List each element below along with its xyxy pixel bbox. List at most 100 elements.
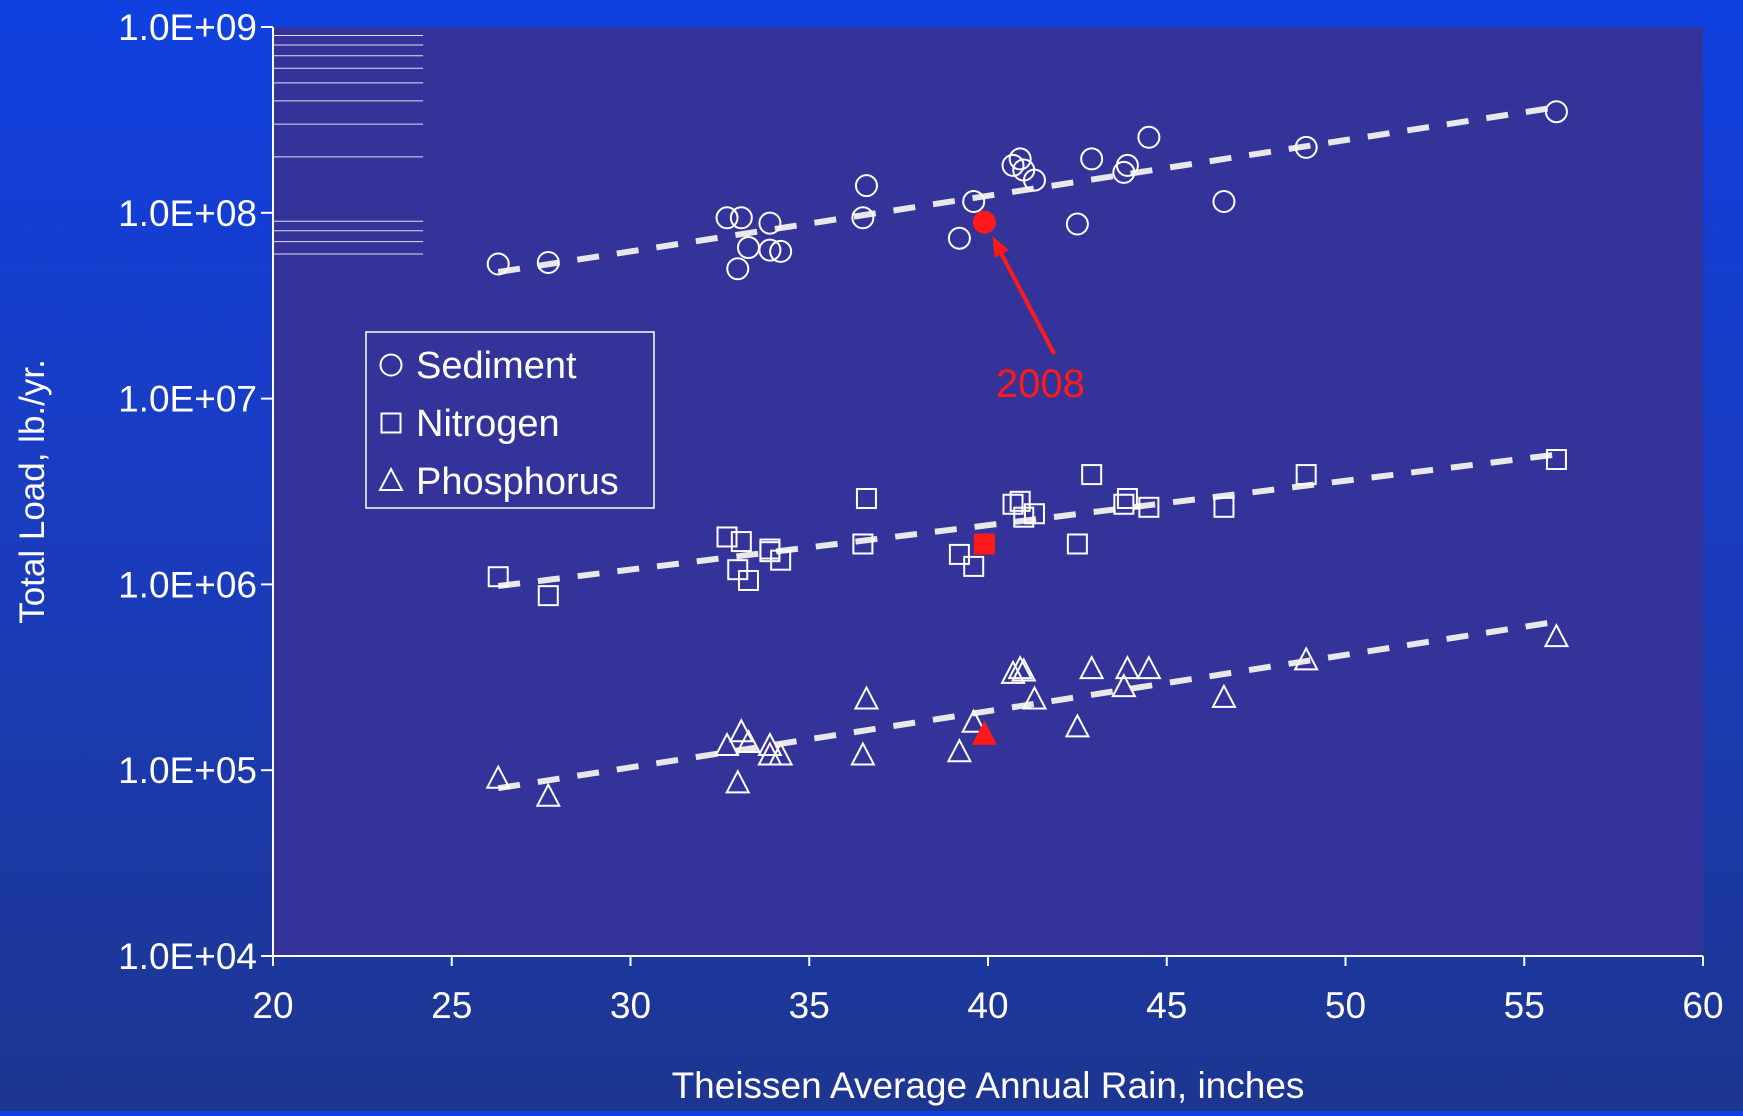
phosphorus-point	[853, 685, 880, 710]
x-axis-ticks: 20 25 30 35 40 45 50 55 60	[252, 956, 1724, 1026]
phosphorus-point	[1136, 654, 1162, 680]
phosphorus-point	[1543, 623, 1570, 648]
nitrogen-point	[1213, 496, 1235, 518]
legend-label-sediment: Sediment	[416, 345, 577, 387]
legend-box	[365, 331, 655, 509]
sediment-point	[947, 226, 971, 250]
y-tick-label: 1.0E+09	[118, 7, 257, 48]
phosphorus-point	[961, 708, 987, 733]
y-axis-ticks: 1.0E+04 1.0E+05 1.0E+06 1.0E+07 1.0E+08 1.0E+…	[118, 7, 273, 977]
sediment-point	[962, 190, 986, 214]
phosphorus-point	[1293, 646, 1319, 671]
phosphorus-point	[485, 764, 511, 789]
y-tick-label: 1.0E+04	[118, 936, 257, 977]
phosphorus-point	[946, 738, 973, 763]
highlight-arrow-head	[992, 236, 1009, 258]
sediment-point	[729, 206, 753, 230]
sediment-point	[851, 206, 875, 230]
x-tick-label: 20	[252, 985, 293, 1026]
x-tick-label: 55	[1504, 985, 1545, 1026]
nitrogen-point	[1295, 464, 1317, 486]
x-tick-label: 60	[1682, 985, 1723, 1026]
sediment-point	[1212, 190, 1236, 214]
trend-line-phosphorus	[497, 618, 1557, 792]
nitrogen-point	[1002, 493, 1024, 515]
x-tick-label: 35	[789, 985, 830, 1026]
y-axis-label: Total Load, lb./yr.	[13, 359, 52, 624]
sediment-point	[854, 174, 878, 198]
legend-marker-sediment	[379, 353, 403, 377]
sediment-point	[758, 211, 782, 235]
nitrogen-point	[1023, 503, 1045, 525]
nitrogen-point	[1545, 449, 1567, 471]
phosphorus-point	[1114, 654, 1141, 680]
phosphorus-point-2008	[971, 720, 998, 745]
phosphorus-point	[767, 741, 794, 766]
x-axis-label: Theissen Average Annual Rain, inches	[672, 1065, 1305, 1106]
legend-marker-phosphorus	[378, 466, 404, 491]
sediment-point-2008	[972, 210, 996, 234]
y-tick-label: 1.0E+06	[118, 564, 257, 605]
nitrogen-point	[1013, 506, 1035, 528]
trend-line-sediment	[497, 104, 1557, 275]
nitrogen-point	[1113, 493, 1135, 515]
trend-line-nitrogen	[497, 451, 1557, 590]
sediment-point	[1080, 147, 1104, 171]
sediment-point	[536, 251, 560, 275]
y-tick-label: 1.0E+05	[118, 750, 257, 791]
sediment-point	[1294, 135, 1318, 159]
phosphorus-point	[1211, 683, 1237, 708]
phosphorus-point	[850, 741, 876, 766]
highlight-label: 2008	[996, 362, 1085, 406]
phosphorus-point	[1021, 685, 1048, 710]
nitrogen-point	[852, 533, 874, 555]
nitrogen-point	[537, 585, 559, 607]
sediment-point	[1008, 147, 1032, 171]
phosphorus-point	[714, 731, 740, 756]
sediment-point	[769, 239, 793, 263]
nitrogen-point	[1138, 496, 1160, 518]
phosphorus-point	[535, 782, 561, 807]
y-tick-label: 1.0E+07	[118, 379, 257, 420]
phosphorus-point	[1011, 657, 1037, 682]
nitrogen-point	[737, 569, 759, 591]
minor-gridlines	[273, 35, 424, 255]
phosphorus-point	[1064, 713, 1091, 738]
legend-marker-nitrogen	[380, 412, 402, 434]
sediment-point	[758, 238, 782, 262]
phosphorus-point	[1000, 659, 1026, 684]
phosphorus-point	[728, 718, 754, 743]
highlight-2008: 2008	[992, 236, 1085, 406]
nitrogen-point	[487, 566, 509, 588]
plot-area	[273, 27, 1703, 956]
phosphorus-point	[1007, 654, 1033, 680]
x-tick-label: 40	[967, 985, 1008, 1026]
nitrogen-point	[1066, 533, 1088, 555]
phosphorus-point	[1079, 654, 1105, 680]
nitrogen-point	[963, 555, 985, 577]
sediment-point	[1137, 125, 1161, 149]
sediment-point	[1022, 168, 1046, 192]
phosphorus-point	[725, 769, 751, 794]
x-tick-label: 30	[610, 985, 651, 1026]
nitrogen-point-2008	[973, 533, 995, 555]
nitrogen-point	[1116, 487, 1138, 509]
sediment-point	[726, 257, 750, 281]
nitrogen-point	[1081, 464, 1103, 486]
phosphorus-point	[735, 728, 762, 754]
sediment-point	[1065, 212, 1089, 236]
nitrogen-point	[948, 543, 970, 565]
nitrogen-point	[716, 526, 738, 548]
x-tick-label: 45	[1146, 985, 1187, 1026]
sediment-point	[715, 206, 739, 230]
nitrogen-point	[727, 559, 749, 581]
phosphorus-point	[1111, 672, 1137, 698]
x-tick-label: 50	[1325, 985, 1366, 1026]
legend-label-nitrogen: Nitrogen	[416, 403, 560, 445]
trend-lines	[497, 104, 1557, 792]
highlight-arrow	[995, 245, 1057, 356]
nitrogen-point	[770, 549, 792, 571]
x-tick-label: 25	[431, 985, 472, 1026]
